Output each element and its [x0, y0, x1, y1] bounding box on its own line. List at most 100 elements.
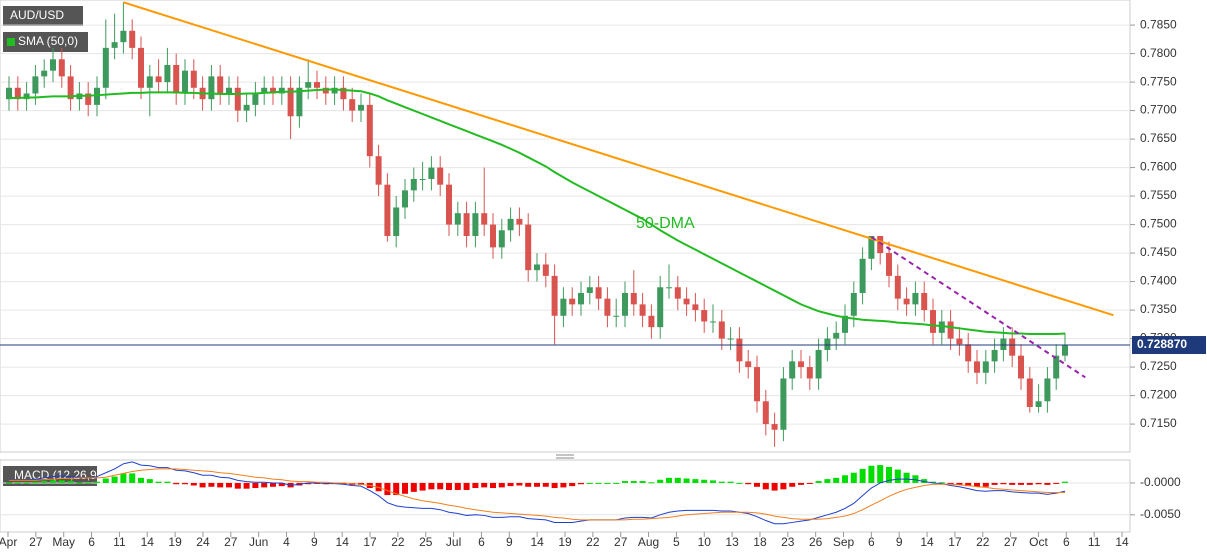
candle-body [182, 70, 188, 94]
histogram-bar [956, 482, 963, 485]
y-tick-label: -0.0000 [1140, 475, 1181, 489]
histogram-bar [930, 481, 936, 483]
candle-body [358, 104, 364, 111]
candle-body [463, 213, 470, 236]
histogram-bar [622, 481, 628, 483]
candle-body [701, 310, 708, 322]
histogram-bar [859, 468, 866, 483]
histogram-bar [815, 481, 822, 483]
candle-body [217, 76, 224, 94]
x-tick-label: 17 [948, 535, 962, 549]
candle-body [938, 321, 945, 333]
candle-body [868, 235, 875, 259]
candle-body [14, 87, 21, 100]
histogram-bar [965, 482, 972, 487]
histogram-bar [208, 482, 215, 487]
histogram-bar [683, 478, 690, 483]
candle-body [982, 361, 989, 373]
last-price-label: 0.728870 [1137, 337, 1187, 351]
candle-body [32, 76, 39, 94]
candle-body [146, 76, 153, 88]
x-tick-label: Apr [0, 535, 17, 549]
histogram-bar [463, 482, 470, 490]
histogram-bar [789, 482, 796, 487]
candle-body [780, 378, 787, 430]
histogram-bar [630, 481, 637, 483]
x-tick-label: 5 [673, 535, 680, 549]
candle-body [1009, 338, 1016, 356]
y-tick-label: 0.7350 [1140, 302, 1177, 316]
histogram-bar [745, 482, 752, 485]
x-tick-label: 14 [920, 535, 934, 549]
histogram-bar [454, 482, 461, 490]
candle-body [516, 218, 523, 225]
candle-body [771, 424, 778, 430]
candle-body [1018, 355, 1024, 379]
candle-body [340, 87, 347, 100]
candle-body [384, 184, 391, 236]
x-tick-label: Oct [1029, 535, 1048, 549]
candle-body [252, 93, 259, 105]
histogram-bar [903, 472, 910, 483]
histogram-bar [507, 482, 514, 487]
y-tick-label: 0.7150 [1140, 416, 1177, 430]
histogram-bar [85, 482, 92, 484]
histogram-bar [226, 482, 232, 488]
x-tick-label: Jul [446, 535, 461, 549]
candle-body [666, 287, 672, 289]
y-tick-label: 0.7800 [1140, 46, 1177, 60]
candle-body [234, 87, 241, 111]
candle-body [472, 213, 479, 236]
x-tick-label: 27 [224, 535, 238, 549]
candle-body [648, 315, 655, 328]
candle-body [525, 224, 532, 271]
histogram-bar [164, 481, 171, 483]
candle-body [111, 42, 118, 48]
histogram-bar [419, 482, 426, 491]
candle-body [243, 104, 250, 111]
x-tick-label: 25 [419, 535, 433, 549]
candle-body [481, 213, 488, 225]
candle-body [41, 70, 48, 77]
x-tick-label: 4 [283, 535, 290, 549]
candle-body [789, 361, 796, 379]
histogram-bar [912, 475, 919, 483]
histogram-bar [692, 479, 699, 483]
histogram-bar [305, 482, 312, 485]
histogram-bar [234, 482, 241, 489]
candle-body [287, 87, 294, 117]
candle-body [190, 70, 197, 88]
histogram-bar [886, 467, 892, 483]
histogram-bar [586, 482, 593, 484]
candle-body [164, 64, 171, 83]
candle-body [322, 87, 329, 94]
candle-body [120, 30, 127, 43]
histogram-bar [613, 482, 620, 484]
candle-body [1053, 355, 1060, 379]
histogram-bar [190, 482, 197, 486]
histogram-bar [806, 482, 813, 484]
candle-body [402, 190, 408, 208]
candle-body [173, 64, 180, 94]
candle-body [727, 338, 734, 340]
candle-body [542, 264, 549, 276]
main-pane [0, 0, 1131, 453]
candle-body [674, 287, 681, 299]
candle-body [366, 104, 373, 157]
x-tick-label: 23 [781, 535, 795, 549]
y-tick-label: 0.7200 [1140, 388, 1177, 402]
candle-body [23, 93, 30, 100]
candle-body [622, 292, 628, 316]
x-tick-label: 22 [391, 535, 405, 549]
histogram-bar [754, 482, 760, 487]
histogram-bar [569, 482, 576, 487]
histogram-bar [94, 481, 100, 483]
candle-body [639, 304, 646, 316]
y-tick-label: 0.7850 [1140, 17, 1177, 31]
candle-body [454, 213, 461, 225]
candle-body [67, 76, 74, 100]
x-tick-label: 9 [896, 535, 903, 549]
histogram-bar [736, 482, 743, 484]
candle-body [437, 167, 444, 185]
